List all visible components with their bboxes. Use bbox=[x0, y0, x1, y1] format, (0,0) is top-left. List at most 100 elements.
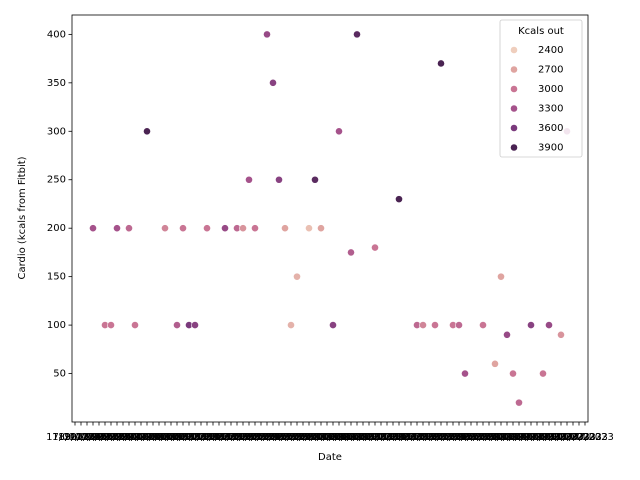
x-tick-label: 07/05/2023 bbox=[166, 432, 224, 443]
y-axis-label: Cardio (kcals from Fitbit) bbox=[17, 156, 28, 279]
x-tick-label: 10/06/2023 bbox=[370, 432, 428, 443]
x-tick-label: 08/07/2023 bbox=[538, 432, 596, 443]
x-tick-label: 27/06/2023 bbox=[472, 432, 530, 443]
x-tick-label: 22/04/2023 bbox=[76, 432, 134, 443]
legend-label: 3600 bbox=[538, 123, 563, 134]
point bbox=[491, 359, 499, 368]
x-tick-label: 17/05/2023 bbox=[226, 432, 284, 443]
point bbox=[461, 369, 469, 378]
x-tick-label: 12/06/2023 bbox=[382, 432, 440, 443]
legend-label: 3900 bbox=[538, 143, 563, 154]
x-tick-label: 29/05/2023 bbox=[298, 432, 356, 443]
x-tick-label: 10/07/2023 bbox=[550, 432, 608, 443]
y-tick-label: 150 bbox=[47, 272, 66, 283]
x-tick-label: 04/06/2023 bbox=[334, 432, 392, 443]
x-tick-label: 29/04/2023 bbox=[118, 432, 176, 443]
x-tick-label: 11/05/2023 bbox=[190, 432, 248, 443]
point bbox=[317, 224, 325, 233]
x-tick-label: 05/05/2023 bbox=[154, 432, 212, 443]
point bbox=[239, 224, 247, 233]
x-tick-label: 30/05/2023 bbox=[304, 432, 362, 443]
point bbox=[497, 272, 505, 281]
x-tick-label: 12/05/2023 bbox=[196, 432, 254, 443]
x-tick-label: 22/06/2023 bbox=[442, 432, 500, 443]
x-tick-label: 02/05/2023 bbox=[136, 432, 194, 443]
x-tick-label: 07/06/2023 bbox=[352, 432, 410, 443]
x-tick-label: 15/05/2023 bbox=[214, 432, 272, 443]
x-tick-label: 30/04/2023 bbox=[124, 432, 182, 443]
x-tick-label: 25/05/2023 bbox=[274, 432, 332, 443]
point bbox=[515, 398, 523, 407]
point bbox=[395, 195, 403, 204]
x-tick-label: 18/05/2023 bbox=[232, 432, 290, 443]
legend-marker bbox=[510, 104, 518, 113]
point bbox=[161, 224, 169, 233]
x-tick-label: 20/05/2023 bbox=[244, 432, 302, 443]
x-tick-label: 26/04/2023 bbox=[100, 432, 158, 443]
x-tick-label: 14/05/2023 bbox=[208, 432, 266, 443]
x-tick-label: 18/04/2023 bbox=[52, 432, 110, 443]
y-tick-label: 200 bbox=[47, 223, 66, 234]
y-tick-label: 300 bbox=[47, 126, 66, 137]
x-tick-label: 16/06/2023 bbox=[406, 432, 464, 443]
x-tick-label: 22/05/2023 bbox=[256, 432, 314, 443]
point bbox=[251, 224, 259, 233]
x-tick-label: 06/06/2023 bbox=[346, 432, 404, 443]
point bbox=[419, 321, 427, 329]
point bbox=[371, 243, 379, 252]
x-tick-label: 04/07/2023 bbox=[514, 432, 572, 443]
point bbox=[305, 224, 313, 233]
y-tick-label: 400 bbox=[47, 29, 66, 40]
x-tick-label: 29/06/2023 bbox=[484, 432, 542, 443]
point bbox=[431, 321, 439, 329]
legend-title: Kcals out bbox=[518, 26, 564, 37]
point bbox=[287, 321, 295, 329]
x-tick-label: 28/06/2023 bbox=[478, 432, 536, 443]
x-tick-label: 17/06/2023 bbox=[412, 432, 470, 443]
point bbox=[173, 321, 181, 329]
legend-marker bbox=[510, 46, 518, 54]
x-tick-label: 03/05/2023 bbox=[142, 432, 200, 443]
x-tick-label: 05/07/2023 bbox=[520, 432, 578, 443]
x-tick-label: 21/06/2023 bbox=[436, 432, 494, 443]
x-tick-label: 26/05/2023 bbox=[280, 432, 338, 443]
x-tick-label: 01/05/2023 bbox=[130, 432, 188, 443]
point bbox=[527, 321, 535, 329]
legend-marker bbox=[510, 85, 518, 93]
x-tick-label: 21/05/2023 bbox=[250, 432, 308, 443]
x-tick-label: 13/05/2023 bbox=[202, 432, 260, 443]
legend-box bbox=[499, 19, 583, 158]
x-tick-label: 06/07/2023 bbox=[526, 432, 584, 443]
x-tick-label: 18/06/2023 bbox=[418, 432, 476, 443]
x-tick-label: 02/07/2023 bbox=[502, 432, 560, 443]
x-tick-label: 23/04/2023 bbox=[82, 432, 140, 443]
legend-label: 2700 bbox=[538, 65, 563, 76]
point bbox=[221, 224, 229, 233]
legend-label: 3000 bbox=[538, 84, 563, 95]
legend-label: 3300 bbox=[538, 104, 563, 115]
legend-marker bbox=[510, 65, 518, 74]
x-tick-label: 23/05/2023 bbox=[262, 432, 320, 443]
point bbox=[131, 321, 139, 329]
x-tick-label: 20/04/2023 bbox=[64, 432, 122, 443]
point bbox=[293, 272, 301, 281]
x-tick-label: 08/06/2023 bbox=[358, 432, 416, 443]
x-tick-label: 25/06/2023 bbox=[460, 432, 518, 443]
point bbox=[245, 175, 253, 184]
x-tick-label: 31/05/2023 bbox=[310, 432, 368, 443]
legend-marker bbox=[510, 124, 518, 132]
x-tick-label: 27/04/2023 bbox=[106, 432, 164, 443]
x-tick-label: 21/04/2023 bbox=[70, 432, 128, 443]
x-tick-label: 11/06/2023 bbox=[376, 432, 434, 443]
x-tick-label: 27/05/2023 bbox=[286, 432, 344, 443]
point bbox=[191, 321, 199, 329]
point bbox=[437, 59, 445, 68]
x-tick-label: 23/06/2023 bbox=[448, 432, 506, 443]
x-tick-label: 06/05/2023 bbox=[160, 432, 218, 443]
x-tick-label: 25/04/2023 bbox=[94, 432, 152, 443]
x-tick-label: 03/06/2023 bbox=[328, 432, 386, 443]
point bbox=[539, 369, 547, 378]
x-tick-label: 05/06/2023 bbox=[340, 432, 398, 443]
point bbox=[455, 321, 463, 329]
x-tick-label: 14/06/2023 bbox=[394, 432, 452, 443]
